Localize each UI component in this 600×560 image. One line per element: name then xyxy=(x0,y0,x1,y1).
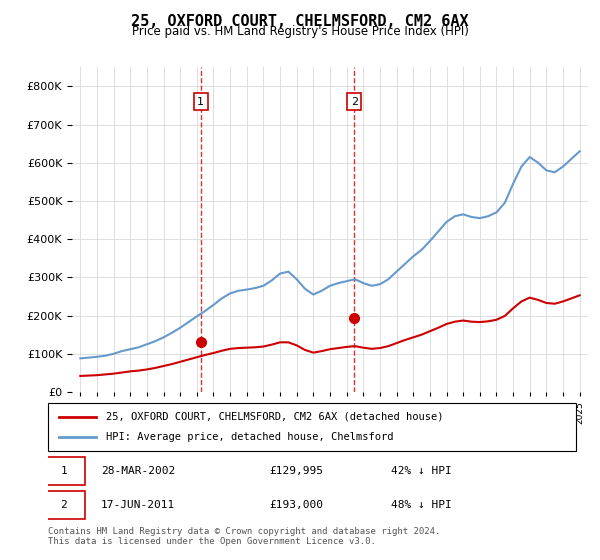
FancyBboxPatch shape xyxy=(43,457,85,485)
Text: 1: 1 xyxy=(197,96,204,106)
Text: 25, OXFORD COURT, CHELMSFORD, CM2 6AX (detached house): 25, OXFORD COURT, CHELMSFORD, CM2 6AX (d… xyxy=(106,412,443,422)
Text: 42% ↓ HPI: 42% ↓ HPI xyxy=(391,466,452,476)
Text: Price paid vs. HM Land Registry's House Price Index (HPI): Price paid vs. HM Land Registry's House … xyxy=(131,25,469,38)
Text: HPI: Average price, detached house, Chelmsford: HPI: Average price, detached house, Chel… xyxy=(106,432,394,442)
Text: Contains HM Land Registry data © Crown copyright and database right 2024.
This d: Contains HM Land Registry data © Crown c… xyxy=(48,526,440,546)
Text: 2: 2 xyxy=(61,500,67,510)
Text: £129,995: £129,995 xyxy=(270,466,324,476)
Text: 48% ↓ HPI: 48% ↓ HPI xyxy=(391,500,452,510)
Text: 17-JUN-2011: 17-JUN-2011 xyxy=(101,500,175,510)
Text: 28-MAR-2002: 28-MAR-2002 xyxy=(101,466,175,476)
Text: 1: 1 xyxy=(61,466,67,476)
FancyBboxPatch shape xyxy=(43,491,85,519)
Text: 2: 2 xyxy=(351,96,358,106)
FancyBboxPatch shape xyxy=(48,403,576,451)
Text: 25, OXFORD COURT, CHELMSFORD, CM2 6AX: 25, OXFORD COURT, CHELMSFORD, CM2 6AX xyxy=(131,14,469,29)
Text: £193,000: £193,000 xyxy=(270,500,324,510)
